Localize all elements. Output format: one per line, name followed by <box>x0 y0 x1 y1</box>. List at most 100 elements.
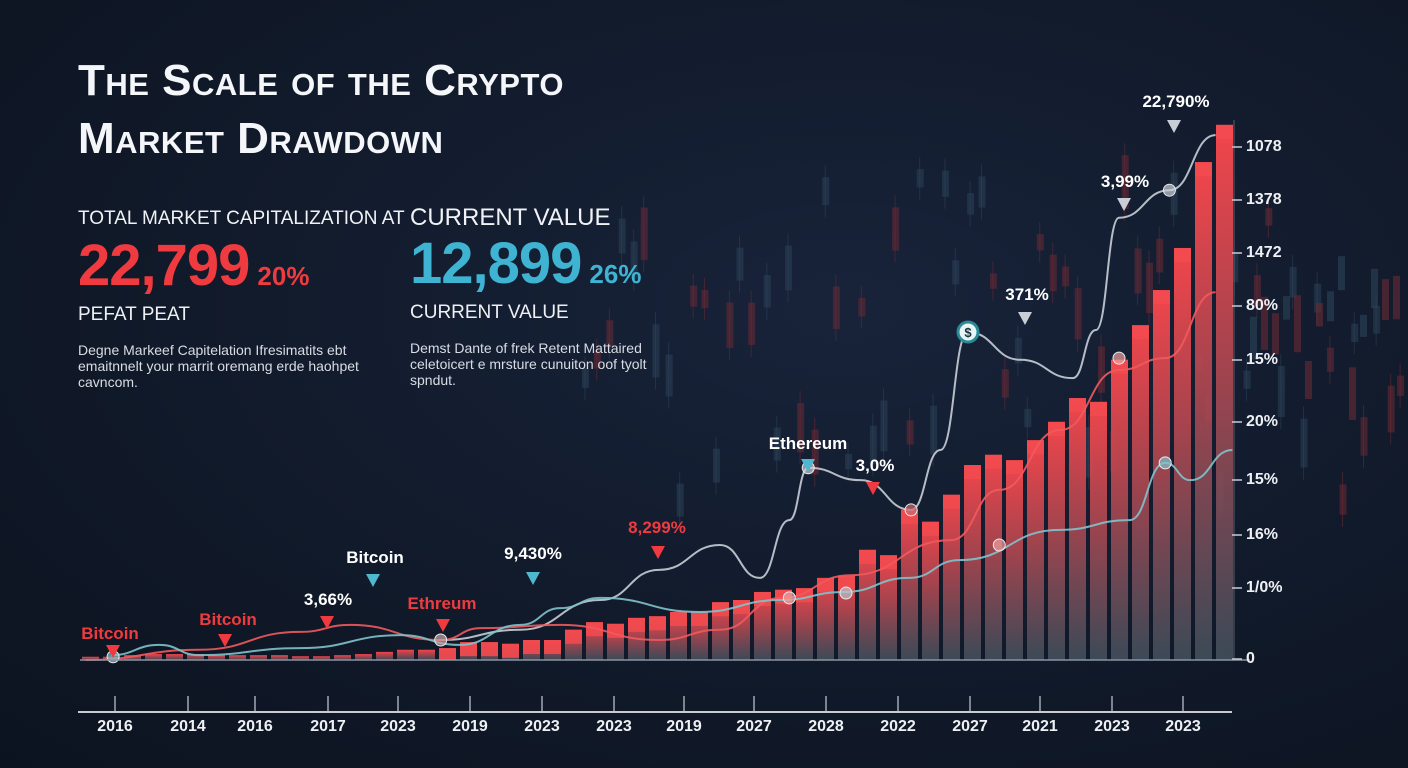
y-tick-label: 1472 <box>1246 244 1282 261</box>
bar <box>943 494 960 660</box>
bar <box>922 521 939 660</box>
triangle-marker-icon <box>106 645 120 658</box>
bar <box>712 602 729 660</box>
bar-cap <box>481 642 498 657</box>
candle-body <box>1397 375 1405 396</box>
bar <box>754 591 771 660</box>
title-line-1: The Scale of the Crypto <box>78 56 564 105</box>
bar-cap <box>523 640 540 655</box>
candle-body <box>1305 360 1312 399</box>
candle-body <box>1231 253 1239 283</box>
candle-body <box>1014 337 1022 364</box>
candle-body <box>811 429 819 475</box>
annotation-label: 9,430% <box>504 544 562 563</box>
candle-body <box>1294 295 1301 353</box>
candle-body <box>1371 268 1378 309</box>
bar-cap <box>1174 247 1191 262</box>
bar-cap <box>649 616 666 631</box>
bar-cap <box>1132 325 1149 340</box>
y-tick-label: 15% <box>1246 351 1279 368</box>
triangle-marker-icon <box>1018 312 1032 325</box>
data-point-marker <box>904 503 918 517</box>
candle-body <box>785 245 793 291</box>
bar-cap <box>1216 124 1233 139</box>
candle-body <box>1121 155 1129 210</box>
y-tick-label: 0 <box>1246 650 1255 667</box>
triangle-marker-icon <box>801 459 815 472</box>
data-point-marker <box>1158 456 1172 470</box>
candle-body <box>1283 296 1290 320</box>
candle-body <box>892 207 900 251</box>
bar <box>292 656 309 660</box>
x-tick-label: 2021 <box>1022 718 1058 735</box>
bar-cap <box>859 549 876 564</box>
x-tick-label: 2023 <box>524 718 560 735</box>
data-point-marker <box>992 538 1006 552</box>
candle-body <box>581 368 589 388</box>
candle-body <box>989 273 997 289</box>
bar <box>1048 421 1065 660</box>
bar <box>1195 162 1212 660</box>
bar-cap <box>712 602 729 617</box>
series-line-0 <box>440 134 1216 642</box>
candle-body <box>1373 305 1381 334</box>
kpi-current: CURRENT VALUE 12,899 26% CURRENT VALUE De… <box>410 204 680 388</box>
triangle-marker-icon <box>526 572 540 585</box>
x-tick-label: 2014 <box>170 718 206 735</box>
bar-cap <box>1153 290 1170 305</box>
candle-body <box>1338 256 1345 291</box>
triangle-marker-icon <box>866 482 880 495</box>
candle-body <box>1097 346 1105 393</box>
x-tick-label: 2027 <box>736 718 772 735</box>
candle-body <box>1349 367 1356 420</box>
bar <box>1216 124 1233 661</box>
candle-body <box>832 286 840 330</box>
bar <box>82 656 99 660</box>
candle-body <box>763 274 771 308</box>
bar-cap <box>943 494 960 509</box>
candle-body <box>1085 427 1093 478</box>
bar <box>1027 440 1044 660</box>
candle-body <box>665 354 673 397</box>
x-tick-label: 2016 <box>237 718 273 735</box>
bar <box>376 651 393 660</box>
bar-cap <box>1027 440 1044 455</box>
x-tick-label: 2023 <box>1094 718 1130 735</box>
y-tick-label: 1/0% <box>1246 579 1283 596</box>
annotation-label: Bitcoin <box>199 610 257 629</box>
candle-body <box>640 207 648 261</box>
annotation-label: Bitcoin <box>346 548 404 567</box>
candle-body <box>858 297 866 317</box>
bar <box>334 655 351 660</box>
bar-cap <box>691 611 708 626</box>
candle-body <box>1156 238 1164 273</box>
series-line-2 <box>110 448 1233 657</box>
bar-cap <box>1090 401 1107 416</box>
candle-body <box>1049 254 1057 292</box>
candle-body <box>916 169 924 188</box>
bar <box>418 649 435 660</box>
bar <box>187 654 204 660</box>
title-line-2: Market Drawdown <box>78 114 444 163</box>
bar <box>1090 401 1107 660</box>
data-point-marker <box>434 633 448 647</box>
x-tick-label: 2016 <box>97 718 133 735</box>
triangle-marker-icon <box>436 619 450 632</box>
candle-body <box>726 302 734 348</box>
candle-body <box>712 448 720 483</box>
candle-body <box>630 241 638 279</box>
x-tick-label: 2022 <box>880 718 916 735</box>
bar <box>733 600 750 660</box>
candle-body <box>1382 279 1389 321</box>
triangle-marker-icon <box>366 574 380 587</box>
candle-body <box>1387 385 1395 433</box>
bar <box>880 555 897 660</box>
bar <box>1006 460 1023 660</box>
candle-body <box>906 420 914 445</box>
bar <box>964 465 981 660</box>
data-point-marker <box>1112 351 1126 365</box>
annotation-label: 22,790% <box>1142 92 1210 111</box>
triangle-marker-icon <box>651 546 665 559</box>
data-point-marker <box>782 591 796 605</box>
bar-cap <box>838 575 855 590</box>
